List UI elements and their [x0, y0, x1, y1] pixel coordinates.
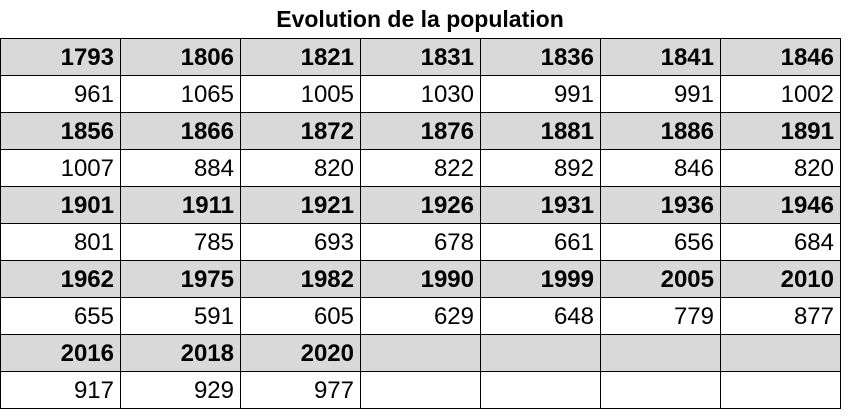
value-cell: 656 [600, 223, 721, 261]
empty-cell [600, 334, 721, 372]
value-cell: 605 [240, 297, 361, 335]
year-cell: 1990 [360, 260, 481, 298]
value-cell: 877 [720, 297, 841, 335]
year-cell: 1856 [0, 112, 121, 150]
empty-cell [480, 334, 601, 372]
year-cell: 1946 [720, 186, 841, 224]
year-cell: 1821 [240, 38, 361, 76]
value-cell: 1007 [0, 149, 121, 187]
year-cell: 1891 [720, 112, 841, 150]
value-cell: 591 [120, 297, 241, 335]
value-cell: 661 [480, 223, 601, 261]
value-cell: 779 [600, 297, 721, 335]
year-cell: 1999 [480, 260, 601, 298]
year-cell: 2018 [120, 334, 241, 372]
value-cell: 822 [360, 149, 481, 187]
year-cell: 1901 [0, 186, 121, 224]
value-cell: 892 [480, 149, 601, 187]
year-cell: 1975 [120, 260, 241, 298]
value-cell: 884 [120, 149, 241, 187]
value-cell: 684 [720, 223, 841, 261]
value-cell: 1030 [360, 75, 481, 113]
value-cell: 929 [120, 371, 241, 409]
value-cell: 785 [120, 223, 241, 261]
value-cell: 693 [240, 223, 361, 261]
year-cell: 2010 [720, 260, 841, 298]
value-cell: 801 [0, 223, 121, 261]
year-cell: 1982 [240, 260, 361, 298]
value-cell: 917 [0, 371, 121, 409]
empty-cell [360, 334, 481, 372]
year-cell: 2005 [600, 260, 721, 298]
value-cell: 1065 [120, 75, 241, 113]
empty-cell [720, 371, 841, 409]
value-cell: 1002 [720, 75, 841, 113]
year-cell: 1872 [240, 112, 361, 150]
year-cell: 1846 [720, 38, 841, 76]
year-cell: 2016 [0, 334, 121, 372]
value-cell: 977 [240, 371, 361, 409]
value-cell: 820 [720, 149, 841, 187]
year-cell: 1886 [600, 112, 721, 150]
year-cell: 1806 [120, 38, 241, 76]
year-cell: 1931 [480, 186, 601, 224]
year-cell: 1793 [0, 38, 121, 76]
table-title: Evolution de la population [276, 6, 564, 32]
year-cell: 1911 [120, 186, 241, 224]
value-cell: 655 [0, 297, 121, 335]
value-cell: 961 [0, 75, 121, 113]
year-cell: 1936 [600, 186, 721, 224]
value-cell: 991 [480, 75, 601, 113]
year-cell: 1926 [360, 186, 481, 224]
value-cell: 678 [360, 223, 481, 261]
year-cell: 1841 [600, 38, 721, 76]
year-cell: 1876 [360, 112, 481, 150]
year-cell: 1836 [480, 38, 601, 76]
year-cell: 1866 [120, 112, 241, 150]
value-cell: 820 [240, 149, 361, 187]
value-cell: 991 [600, 75, 721, 113]
empty-cell [720, 334, 841, 372]
empty-cell [480, 371, 601, 409]
year-cell: 1962 [0, 260, 121, 298]
year-cell: 1831 [360, 38, 481, 76]
value-cell: 648 [480, 297, 601, 335]
value-cell: 1005 [240, 75, 361, 113]
empty-cell [600, 371, 721, 409]
empty-cell [360, 371, 481, 409]
value-cell: 629 [360, 297, 481, 335]
year-cell: 1881 [480, 112, 601, 150]
year-cell: 2020 [240, 334, 361, 372]
value-cell: 846 [600, 149, 721, 187]
year-cell: 1921 [240, 186, 361, 224]
